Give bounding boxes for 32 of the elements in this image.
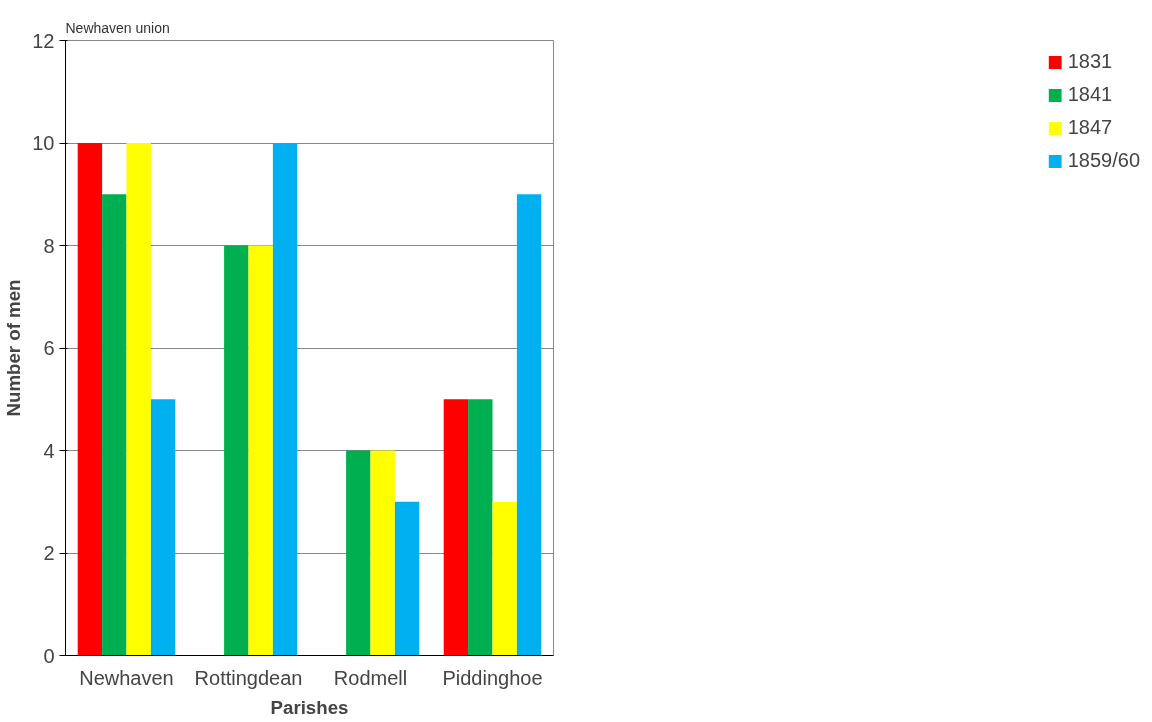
legend-label: 1841 (1067, 83, 1113, 106)
y-tick-label: 12 (32, 29, 55, 52)
y-tick-label: 2 (43, 542, 55, 564)
y-tick-label: 6 (43, 337, 55, 359)
bar (77, 143, 103, 656)
legend-label: 1831 (1067, 50, 1113, 73)
chart-title: Newhaven union (65, 19, 170, 36)
bar (394, 501, 420, 656)
y-tick-label: 8 (43, 234, 55, 257)
x-tick-label: Piddinghoe (442, 666, 543, 689)
x-tick-label: Rottingdean (194, 666, 303, 689)
y-axis-title: Number of men (3, 279, 25, 417)
bar (224, 245, 249, 656)
y-tick-label: 4 (43, 439, 55, 462)
bar (102, 194, 127, 656)
x-axis-title: Parishes (270, 696, 349, 718)
legend-label: 1847 (1067, 116, 1113, 139)
bar (126, 143, 151, 656)
bar (370, 450, 395, 656)
legend-label: 1859/60 (1067, 149, 1140, 172)
bar (150, 399, 176, 656)
bar (443, 399, 469, 656)
bar (468, 399, 493, 656)
y-tick-label: 10 (32, 132, 55, 154)
x-tick-label: Newhaven (79, 666, 174, 689)
bar (492, 501, 517, 656)
x-tick-label: Rodmell (333, 666, 408, 689)
bar (248, 245, 273, 656)
bar (346, 450, 371, 656)
bar (516, 194, 542, 656)
bar (272, 143, 298, 656)
y-tick-label: 0 (43, 644, 55, 667)
